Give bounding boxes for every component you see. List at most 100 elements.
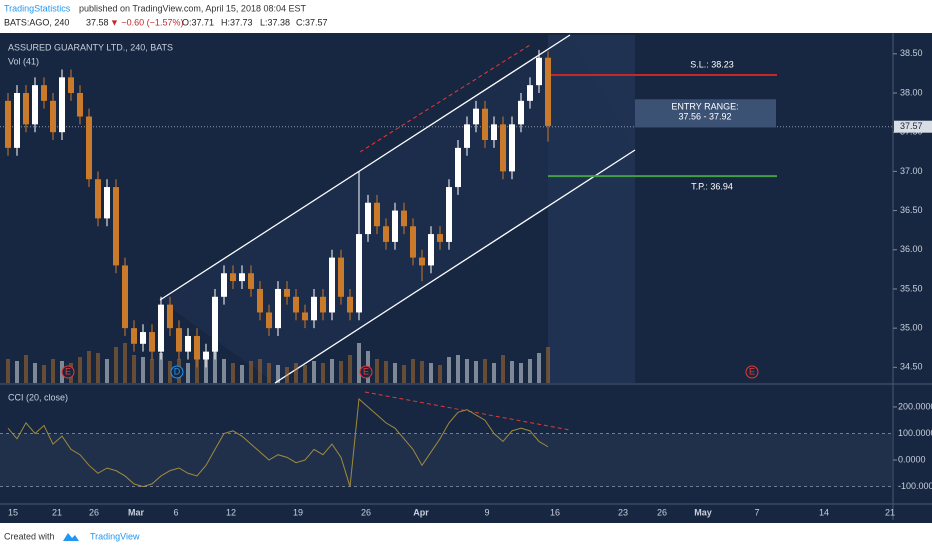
volume-bar — [42, 365, 46, 383]
x-tick-label: 26 — [361, 507, 371, 517]
candle-body — [347, 296, 353, 313]
candle-body — [545, 57, 551, 126]
candle-body — [383, 226, 389, 242]
volume-bar — [429, 363, 433, 383]
volume-bar — [222, 359, 226, 383]
price-tick-label: 38.50 — [900, 48, 923, 58]
volume-bar — [294, 363, 298, 383]
cci-tick-label: 200.0000 — [898, 401, 932, 411]
tv-logo — [63, 533, 79, 541]
candle-body — [59, 77, 65, 133]
volume-bar — [420, 361, 424, 383]
candle-body — [14, 93, 20, 148]
volume-bar — [519, 363, 523, 383]
divergence-price — [359, 44, 531, 153]
candle-body — [221, 273, 227, 297]
candle-body — [428, 234, 434, 266]
volume-bar — [348, 355, 352, 383]
x-tick-label: 12 — [226, 507, 236, 517]
volume-bar — [357, 343, 361, 383]
footer-brand[interactable]: TradingView — [90, 531, 140, 541]
event-label: E — [65, 366, 71, 376]
candle-body — [257, 288, 263, 313]
candle-body — [77, 93, 83, 117]
candle-body — [311, 296, 317, 321]
volume-bar — [195, 355, 199, 383]
event-label: E — [749, 366, 755, 376]
volume-bar — [528, 359, 532, 383]
x-tick-label: 6 — [173, 507, 178, 517]
volume-bar — [438, 365, 442, 383]
candle-body — [104, 187, 110, 219]
x-tick-label: Mar — [128, 507, 145, 517]
candle-body — [374, 202, 380, 227]
candle-body — [23, 93, 29, 125]
price-tick-label: 36.00 — [900, 244, 923, 254]
candle-body — [68, 77, 74, 93]
candle-body — [50, 100, 56, 133]
volume-bar — [105, 359, 109, 383]
close: C:37.57 — [296, 17, 328, 27]
price-tick-label: 36.50 — [900, 205, 923, 215]
volume-bar — [24, 355, 28, 383]
cci-tick-label: 100.0000 — [898, 428, 932, 438]
cci-label: CCI (20, close) — [8, 392, 68, 402]
candle-body — [122, 265, 128, 329]
event-marker — [170, 365, 184, 379]
cci-tick-label: 0.0000 — [898, 454, 926, 464]
volume-bar — [312, 361, 316, 383]
volume-bar — [465, 359, 469, 383]
x-tick-label: 26 — [657, 507, 667, 517]
price-tick-label: 37.00 — [900, 166, 923, 176]
x-tick-label: May — [694, 507, 712, 517]
volume-bar — [258, 359, 262, 383]
footer-created: Created with — [4, 531, 55, 541]
candle-body — [509, 124, 515, 172]
volume-label: Vol (41) — [8, 56, 39, 66]
volume-bar — [402, 365, 406, 383]
candle-body — [5, 100, 11, 148]
candle-body — [482, 108, 488, 141]
candle-body — [275, 288, 281, 329]
volume-bar — [186, 363, 190, 383]
x-tick-label: 14 — [819, 507, 829, 517]
volume-bar — [330, 359, 334, 383]
channel-upper — [159, 34, 571, 301]
candle-body — [536, 57, 542, 86]
volume-bar — [132, 355, 136, 383]
volume-bar — [15, 361, 19, 383]
candle-body — [158, 304, 164, 352]
event-marker — [745, 365, 759, 379]
candle-body — [248, 273, 254, 289]
candle-body — [194, 335, 200, 360]
volume-bar — [537, 353, 541, 383]
volume-bar — [240, 365, 244, 383]
candle-body — [518, 100, 524, 125]
x-tick-label: 19 — [293, 507, 303, 517]
symbol: BATS:AGO, 240 — [4, 17, 69, 27]
candle-body — [185, 335, 191, 352]
candle-body — [32, 85, 38, 125]
candle-body — [320, 296, 326, 313]
volume-bar — [510, 361, 514, 383]
candle-body — [203, 351, 209, 360]
volume-bar — [492, 363, 496, 383]
entry-range: 37.56 - 37.92 — [678, 112, 731, 122]
low: L:37.38 — [260, 17, 290, 27]
volume-bar — [159, 353, 163, 383]
candle-body — [149, 332, 155, 352]
volume-bar — [456, 355, 460, 383]
candle-body — [392, 210, 398, 242]
event-marker — [61, 365, 75, 379]
volume-bar — [150, 359, 154, 383]
publisher[interactable]: TradingStatistics — [4, 3, 71, 13]
volume-bar — [285, 367, 289, 383]
event-label: D — [174, 366, 181, 376]
volume-bar — [168, 361, 172, 383]
volume-bar — [213, 351, 217, 383]
candle-body — [410, 226, 416, 258]
volume-bar — [411, 359, 415, 383]
volume-bar — [546, 347, 550, 383]
candle-body — [302, 312, 308, 321]
price-tick-label: 35.00 — [900, 323, 923, 333]
